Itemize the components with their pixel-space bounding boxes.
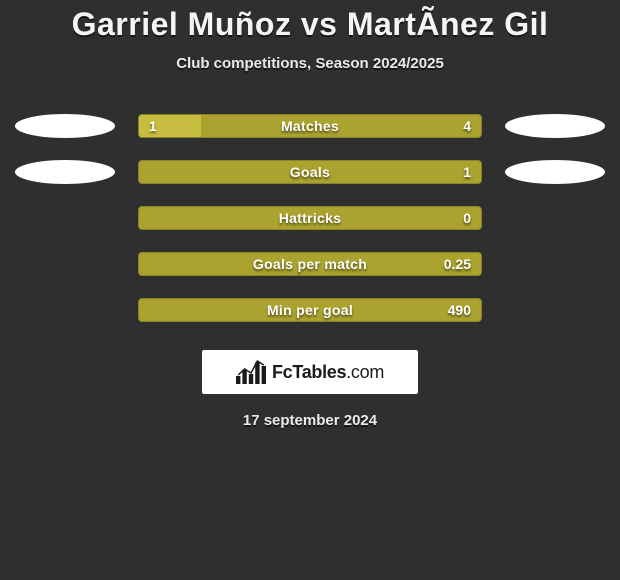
stat-label: Hattricks bbox=[139, 210, 481, 226]
player-bubble-right bbox=[505, 160, 605, 184]
stat-row: 1 Matches 4 bbox=[6, 114, 614, 138]
bar-chart-icon bbox=[236, 360, 266, 384]
right-side bbox=[500, 114, 610, 138]
stat-row: Goals 1 bbox=[6, 160, 614, 184]
player-bubble-left bbox=[15, 160, 115, 184]
stat-bar: Goals 1 bbox=[138, 160, 482, 184]
stat-bar: Min per goal 490 bbox=[138, 298, 482, 322]
stat-row: Hattricks 0 bbox=[6, 206, 614, 230]
brand-text: FcTables.com bbox=[272, 362, 384, 383]
stat-label: Min per goal bbox=[139, 302, 481, 318]
date-text: 17 september 2024 bbox=[0, 412, 620, 429]
player-bubble-left bbox=[15, 114, 115, 138]
player-bubble-right bbox=[505, 114, 605, 138]
brand-name: FcTables bbox=[272, 362, 346, 382]
stat-row: Min per goal 490 bbox=[6, 298, 614, 322]
brand-suffix: .com bbox=[346, 362, 384, 382]
right-side bbox=[500, 252, 610, 276]
left-side bbox=[10, 252, 120, 276]
stat-bar-fill bbox=[139, 115, 201, 137]
stat-right-value: 0.25 bbox=[444, 256, 471, 272]
stat-bar: 1 Matches 4 bbox=[138, 114, 482, 138]
left-side bbox=[10, 114, 120, 138]
left-side bbox=[10, 298, 120, 322]
right-side bbox=[500, 206, 610, 230]
stat-label: Goals per match bbox=[139, 256, 481, 272]
stat-bar: Hattricks 0 bbox=[138, 206, 482, 230]
stat-right-value: 4 bbox=[463, 118, 471, 134]
left-side bbox=[10, 160, 120, 184]
stat-row: Goals per match 0.25 bbox=[6, 252, 614, 276]
stat-right-value: 490 bbox=[448, 302, 471, 318]
left-side bbox=[10, 206, 120, 230]
stat-label: Goals bbox=[139, 164, 481, 180]
page-subtitle: Club competitions, Season 2024/2025 bbox=[0, 55, 620, 72]
comparison-card: Garriel Muñoz vs MartÃ­nez Gil Club comp… bbox=[0, 0, 620, 580]
brand-link[interactable]: FcTables.com bbox=[202, 350, 418, 394]
page-title: Garriel Muñoz vs MartÃ­nez Gil bbox=[0, 6, 620, 43]
stats-rows: 1 Matches 4 Goals 1 bbox=[0, 114, 620, 322]
stat-bar: Goals per match 0.25 bbox=[138, 252, 482, 276]
right-side bbox=[500, 298, 610, 322]
stat-right-value: 1 bbox=[463, 164, 471, 180]
right-side bbox=[500, 160, 610, 184]
stat-right-value: 0 bbox=[463, 210, 471, 226]
